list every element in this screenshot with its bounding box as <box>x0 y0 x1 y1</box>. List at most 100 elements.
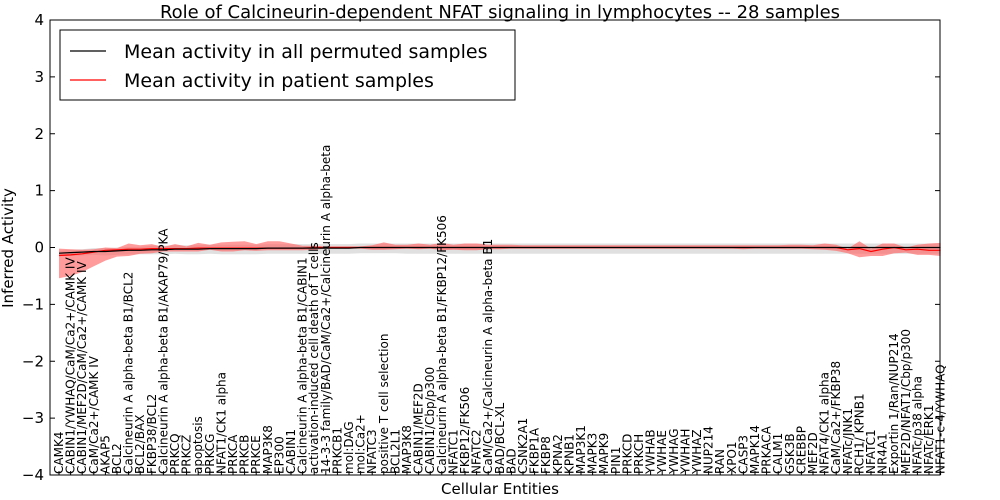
x-tick-label: PRKCQ <box>168 433 182 474</box>
x-tick-label: MAP3K8 <box>261 425 275 474</box>
x-axis-label: Cellular Entities <box>441 480 559 498</box>
patient-band <box>59 241 941 279</box>
x-tick-label: YWHAH <box>678 429 692 475</box>
x-tick-label: CABIN1/MEF2D <box>412 383 426 474</box>
x-tick-label: Calcineurin A alpha-beta B1/AKAP79/PKA <box>156 228 170 474</box>
x-tick-label: CREBBP <box>794 426 808 474</box>
x-tick-label: FKBP38/BCL2 <box>145 394 159 474</box>
x-tick-label: CASP3 <box>736 435 750 474</box>
x-tick-label: BAD/BCL-XL <box>493 402 507 474</box>
x-tick-label: RCH1/ KPNB1 <box>852 393 866 474</box>
y-tick-label: −3 <box>22 409 44 427</box>
x-tick-label: NUP214 <box>702 426 716 474</box>
chart-title: Role of Calcineurin-dependent NFAT signa… <box>160 2 840 23</box>
x-tick-label: Calcineurin A alpha-beta B1/CABIN1 <box>296 257 310 474</box>
x-tick-label: YWHAZ <box>690 429 704 475</box>
y-tick-label: −2 <box>22 352 44 370</box>
x-tick-label: CALM1 <box>771 433 785 474</box>
x-tick-label: CABIN1/YWHAQ/CaM/Ca2+/CAMK IV <box>64 257 78 474</box>
x-tick-label: NFATc/ERK1 <box>922 405 936 474</box>
x-tick-label: CSNK2A1 <box>516 418 530 474</box>
y-tick-label: −1 <box>22 295 44 313</box>
x-tick-label: EP300 <box>272 436 286 474</box>
x-tick-label: activation-induced cell death of T cells <box>307 242 321 474</box>
x-tick-label: 14-3-3 family/BAD/CaM/Ca2+/Calcineurin A… <box>319 145 333 474</box>
x-tick-label: mol:Ca2+ <box>354 414 368 474</box>
x-tick-label: CaM/Ca2+/Calcineurin A alpha-beta B1 <box>481 239 495 474</box>
x-tick-label: PRKCB <box>238 435 252 474</box>
x-tick-label: FKBP1A <box>528 427 542 474</box>
x-tick-label: PRKCB1 <box>330 427 344 474</box>
x-tick-label: CaM/Ca2+/CAMK IV <box>87 355 101 474</box>
x-tick-label: BCL2L1 <box>388 429 402 474</box>
x-tick-label: NFATC3 <box>365 429 379 474</box>
x-tick-label: PRKCA <box>226 434 240 474</box>
x-tick-label: NFATC2 <box>470 429 484 474</box>
y-tick-label: 1 <box>34 182 44 200</box>
legend-label-patient: Mean activity in patient samples <box>124 70 434 92</box>
y-axis: −4 −3 −2 −1 0 1 2 3 4 <box>22 11 940 484</box>
x-tick-label: NFATc/p38 alpha <box>910 376 924 474</box>
x-tick-label: positive T cell selection <box>377 334 391 474</box>
x-tick-label: PRKCG <box>203 434 217 474</box>
legend-box <box>59 29 516 101</box>
x-tick-label: MAP3K1 <box>574 425 588 474</box>
x-tick-label: MAPK9 <box>597 433 611 474</box>
x-tick-label: CABIN1/MEF2D/CaM/Ca2+/CAMK IV <box>75 260 89 474</box>
x-tick-label: NFATC1 <box>864 429 878 474</box>
x-tick-label: MAPK3 <box>586 433 600 474</box>
series-lines <box>58 246 941 257</box>
x-tick-label: Exportin 1/Ran/NUP214 <box>887 333 901 474</box>
x-tick-label: YWHAG <box>667 428 681 475</box>
y-tick-label: −4 <box>22 466 44 484</box>
x-tick-label: PRKCH <box>632 434 646 474</box>
x-tick-label: KPNA2 <box>551 434 565 474</box>
x-tick-label: XPO1 <box>725 441 739 474</box>
x-tick-label: YWHAE <box>655 430 669 475</box>
x-tick-label: FKBP12/FK506 <box>458 387 472 474</box>
x-tick-label: YWHAB <box>644 429 658 475</box>
x-tick-label: NR4A1 <box>876 433 890 474</box>
x-tick-label: NFATC1 <box>446 429 460 474</box>
legend-label-permuted: Mean activity in all permuted samples <box>124 41 487 63</box>
x-tick-label: BAD <box>504 448 518 474</box>
x-tick-label: CABIN1/Cbp/p300 <box>423 367 437 474</box>
x-tick-label: PRKACA <box>760 425 774 474</box>
x-tick-label: mol:DAG <box>342 421 356 474</box>
legend: Mean activity in all permuted samples Me… <box>59 29 516 101</box>
x-tick-label: Calcineurin A alpha-beta B1/FKBP12/FK506 <box>435 215 449 474</box>
y-tick-label: 4 <box>34 11 44 29</box>
x-tick-label: PIN1 <box>609 447 623 474</box>
x-tick-label: NFATc/JNK1 <box>841 408 855 474</box>
confidence-bands <box>59 241 941 279</box>
x-tick-label: MAP3K8 <box>400 425 414 474</box>
x-tick-label: apoptosis <box>191 416 205 474</box>
x-tick-label: PRKCZ <box>180 435 194 474</box>
x-tick-label: NFAT1/CK1 alpha <box>214 372 228 474</box>
x-tick-label: CABIN1 <box>284 429 298 474</box>
y-tick-label: 3 <box>34 68 44 86</box>
x-tick-label: NFAT1-c-4/YWHAQ <box>934 364 948 474</box>
x-tick-label: NFAT4/CK1 alpha <box>818 372 832 474</box>
x-tick-label: GSK3B <box>783 433 797 474</box>
x-tick-label: CaM/Ca2+/FKBP38 <box>829 361 843 474</box>
x-tick-label: MAPK14 <box>748 425 762 474</box>
x-tick-label: BCL2 <box>110 443 124 474</box>
x-tick-label: PRKCD <box>620 434 634 474</box>
y-axis-label: Inferred Activity <box>0 188 17 308</box>
x-tick-label: MEF2D <box>806 432 820 474</box>
x-tick-label: RAN <box>713 449 727 474</box>
y-tick-label: 0 <box>34 239 44 257</box>
x-tick-label: Calcineurin A alpha-beta B1/BCL2 <box>122 272 136 474</box>
x-tick-label: FKBP8 <box>539 436 553 474</box>
x-tick-label: BCL2/BAX <box>133 415 147 474</box>
series-line-permuted <box>58 246 941 254</box>
y-tick-label: 2 <box>34 125 44 143</box>
x-tick-label: AKAP5 <box>98 435 112 474</box>
x-tick-label: MEF2D/NFAT1/Cbp/p300 <box>899 329 913 474</box>
x-tick-label: PRKCE <box>249 435 263 474</box>
x-tick-label: KPNB1 <box>562 434 576 474</box>
x-tick-label: CAMK4 <box>52 432 66 474</box>
